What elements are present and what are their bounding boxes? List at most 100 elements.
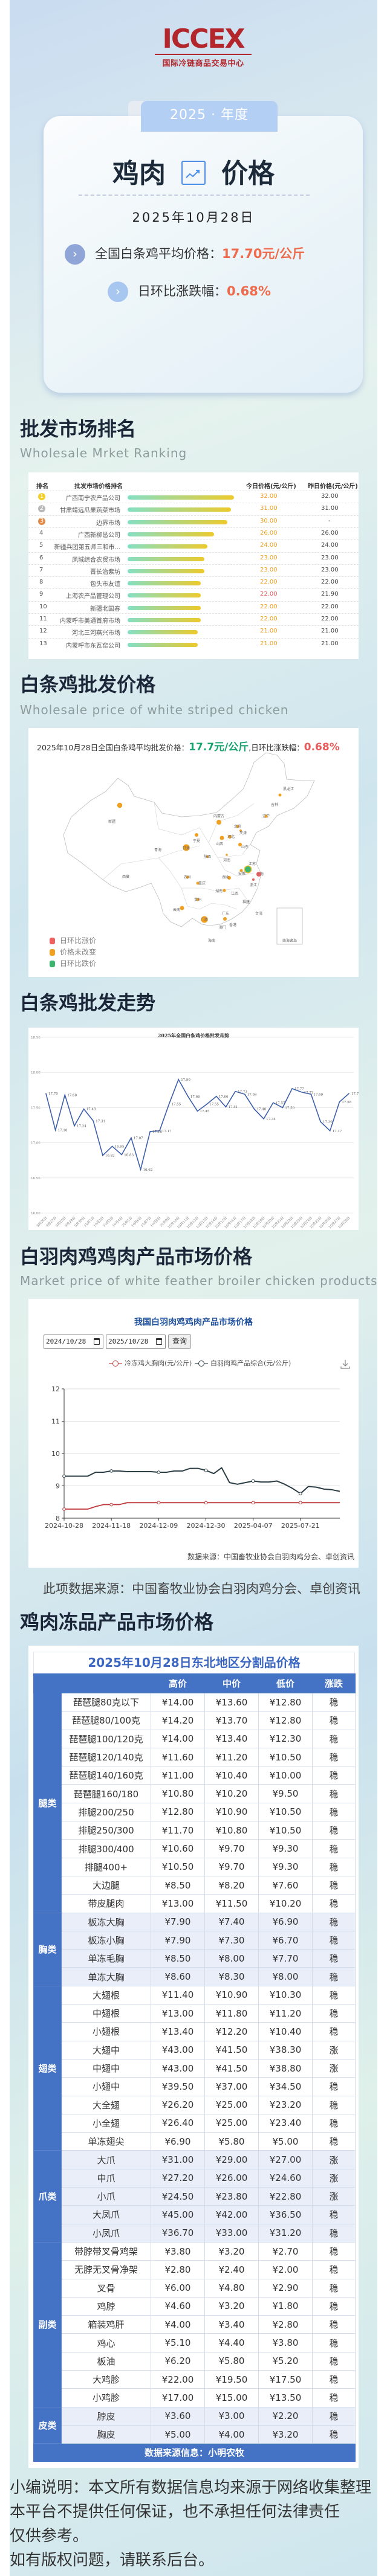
price-bar xyxy=(128,507,231,512)
price-marker-flat[interactable] xyxy=(180,906,184,910)
end-date-input[interactable]: 2025/10/28 xyxy=(106,1335,166,1349)
price-marker-flat[interactable] xyxy=(117,802,123,808)
legend-item[interactable]: 价格未改变 xyxy=(50,947,96,957)
section-title-frozen: 鸡肉冻品产品市场价格 xyxy=(20,1611,214,1634)
province-label: 重庆 xyxy=(198,881,206,886)
price-marker-flat[interactable] xyxy=(227,876,231,880)
series-point[interactable] xyxy=(157,1470,161,1474)
mid-price: ¥25.00 xyxy=(204,2113,259,2133)
price-marker-flat[interactable] xyxy=(238,843,242,846)
series-point[interactable] xyxy=(109,1469,113,1473)
y-tick-label: 9 xyxy=(56,1483,60,1490)
price-marker-flat[interactable] xyxy=(186,875,189,879)
data-point xyxy=(320,1121,321,1122)
product-name: 小全翅 xyxy=(61,2113,151,2133)
calendar-icon[interactable] xyxy=(94,1338,100,1345)
series-point[interactable] xyxy=(62,1474,66,1478)
province-label: 河北 xyxy=(227,834,235,839)
price-marker-flat[interactable] xyxy=(223,917,227,921)
product-name: 琵琶腿140/160克 xyxy=(61,1766,151,1785)
iccex-logo: ICCEX 国际冷链商品交易中心 xyxy=(155,26,252,68)
price-marker-flat[interactable] xyxy=(226,854,228,856)
data-point xyxy=(244,1093,246,1095)
legend-swatch xyxy=(50,938,55,944)
section-subtitle-map: Wholesale price of white striped chicken xyxy=(20,703,289,717)
yesterday-price: 23.00 xyxy=(321,554,339,561)
price-marker-flat[interactable] xyxy=(239,869,243,872)
high-price: ¥11.70 xyxy=(151,1821,205,1840)
price-marker-flat[interactable] xyxy=(216,820,221,825)
data-label: 17.55 xyxy=(172,1103,181,1107)
low-price: ¥11.20 xyxy=(258,2004,313,2023)
price-marker-flat[interactable] xyxy=(220,836,224,840)
price-marker-up[interactable] xyxy=(252,878,255,881)
mid-price: ¥9.70 xyxy=(204,1857,259,1876)
x-tick-label: 2024-10-28 xyxy=(45,1522,83,1530)
price-marker-down[interactable] xyxy=(245,866,251,872)
table-row: 小翅中 ¥39.50 ¥37.00 ¥34.50 稳 xyxy=(34,2077,356,2096)
table-row: 排腿300/400 ¥10.60 ¥9.70 ¥9.30 稳 xyxy=(34,1839,356,1858)
price-marker-flat[interactable] xyxy=(196,881,200,885)
legend-item-breast[interactable]: 冷冻鸡大胸肉(元/公斤) xyxy=(109,1358,192,1368)
start-date-input[interactable]: 2024/10/28 xyxy=(44,1335,103,1349)
category-cell: 皮类 xyxy=(33,2406,62,2444)
low-price: ¥2.70 xyxy=(258,2241,313,2261)
price-marker-flat[interactable] xyxy=(195,833,198,837)
series-point[interactable] xyxy=(204,1469,208,1472)
price-marker-flat[interactable] xyxy=(206,855,209,858)
price-marker-flat[interactable] xyxy=(201,916,208,923)
series-point[interactable] xyxy=(299,1501,302,1505)
logo-subtitle: 国际冷链商品交易中心 xyxy=(162,59,244,68)
rank-number: 4 xyxy=(39,529,44,536)
series-point[interactable] xyxy=(299,1492,302,1496)
price-marker-flat[interactable] xyxy=(223,889,226,892)
price-change: 稳 xyxy=(312,1802,356,1822)
price-marker-flat[interactable] xyxy=(228,835,232,839)
series-point[interactable] xyxy=(62,1507,66,1511)
series-point[interactable] xyxy=(109,1502,113,1507)
high-price: ¥10.80 xyxy=(151,1784,205,1803)
price-marker-flat[interactable] xyxy=(183,844,190,851)
price-bar xyxy=(128,630,198,635)
price-marker-flat[interactable] xyxy=(239,829,242,832)
high-price: ¥12.80 xyxy=(151,1802,205,1822)
low-price: ¥10.00 xyxy=(258,1766,313,1785)
price-marker-up[interactable] xyxy=(256,872,261,877)
ranking-row: 9 上海农产品管理公司 22.00 21.90 xyxy=(28,588,359,601)
legend-item[interactable]: 日环比跌价 xyxy=(50,958,96,968)
low-price: ¥5.00 xyxy=(258,2132,313,2151)
rank-number: 12 xyxy=(39,628,47,635)
series-point[interactable] xyxy=(251,1501,255,1505)
product-name: 小凤爪 xyxy=(61,2223,151,2243)
price-marker-flat[interactable] xyxy=(264,814,268,818)
table-row: 琵琶腿140/160克 ¥11.00 ¥10.40 ¥10.00 稳 xyxy=(34,1766,356,1785)
data-label: 17.66 xyxy=(219,1095,229,1099)
price-change: 稳 xyxy=(312,1949,356,1968)
data-label: 17.24 xyxy=(77,1125,86,1129)
query-button[interactable]: 查询 xyxy=(168,1334,191,1349)
mid-price: ¥42.00 xyxy=(204,2205,259,2224)
data-label: 17.30 xyxy=(323,1121,333,1124)
legend-item-composite[interactable]: 白羽肉鸡产品综合(元/公斤) xyxy=(195,1358,291,1368)
high-price: ¥4.00 xyxy=(151,2315,205,2334)
series-point[interactable] xyxy=(157,1501,161,1505)
series-point[interactable] xyxy=(251,1479,255,1483)
note-line: 如有版权问题，请联系后台。 xyxy=(10,2551,215,2569)
market-name: 广西新柳邕公司 xyxy=(78,532,120,539)
calendar-icon[interactable] xyxy=(156,1338,162,1345)
today-price: 31.00 xyxy=(260,505,278,512)
price-marker-flat[interactable] xyxy=(236,825,239,828)
editor-note: 小编说明：本文所有数据信息均来源于网络收集整理 本平台不提供任何保证，也不承担任… xyxy=(10,2476,377,2572)
low-price: ¥12.80 xyxy=(258,1711,313,1730)
low-price: ¥12.30 xyxy=(258,1729,313,1748)
table-row: 爪类 大爪 ¥31.00 ¥29.00 ¥27.00 涨 xyxy=(33,2150,356,2243)
series-point[interactable] xyxy=(204,1501,208,1505)
legend-item[interactable]: 日环比涨价 xyxy=(50,935,96,945)
mid-price: ¥11.50 xyxy=(204,1894,259,1913)
price-marker-flat[interactable] xyxy=(196,898,200,901)
low-price: ¥23.40 xyxy=(258,2113,313,2133)
mid-price: ¥12.20 xyxy=(204,2022,259,2041)
price-marker-flat[interactable] xyxy=(278,793,282,797)
download-icon[interactable] xyxy=(340,1359,350,1371)
